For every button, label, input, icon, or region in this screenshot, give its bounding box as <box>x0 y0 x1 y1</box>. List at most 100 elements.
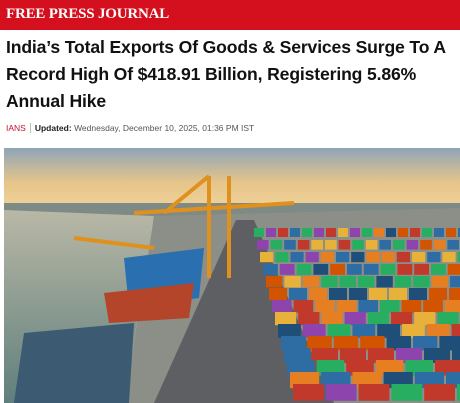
container <box>270 240 283 250</box>
container <box>447 264 460 275</box>
container <box>297 240 310 250</box>
container <box>358 384 390 401</box>
container <box>405 360 433 376</box>
container <box>414 264 429 275</box>
container <box>344 312 366 326</box>
container <box>451 324 460 338</box>
container <box>413 276 430 288</box>
container <box>424 384 455 401</box>
container <box>363 264 379 275</box>
container <box>424 348 450 363</box>
container <box>347 264 362 275</box>
container <box>433 240 446 250</box>
container <box>296 264 312 275</box>
top-bar: FREE PRESS JOURNAL <box>0 0 460 30</box>
container <box>330 264 345 275</box>
container <box>352 240 364 250</box>
container <box>305 252 319 263</box>
logo[interactable]: FREE PRESS JOURNAL <box>6 6 170 22</box>
container <box>360 336 385 351</box>
container <box>366 252 380 263</box>
container <box>315 300 335 313</box>
container <box>321 312 343 326</box>
container <box>358 276 375 288</box>
container <box>281 336 306 351</box>
container <box>336 252 350 263</box>
container <box>452 348 460 363</box>
container <box>287 360 315 376</box>
container <box>444 300 460 313</box>
container <box>254 228 264 237</box>
container <box>368 348 394 363</box>
container <box>338 228 348 237</box>
container <box>320 252 334 263</box>
container <box>314 228 324 237</box>
container <box>398 228 408 237</box>
container <box>351 252 365 263</box>
container <box>327 324 351 338</box>
container <box>278 324 301 338</box>
container <box>380 264 396 275</box>
container <box>263 264 278 275</box>
container <box>313 264 329 275</box>
container <box>309 288 327 300</box>
container <box>350 228 360 237</box>
container <box>447 240 459 250</box>
crane <box>73 174 295 278</box>
container <box>338 240 351 250</box>
container <box>386 336 411 351</box>
container <box>386 228 396 237</box>
container <box>311 240 323 250</box>
updated-label: Updated: <box>34 123 72 133</box>
container <box>391 384 423 401</box>
container <box>426 324 450 338</box>
container <box>434 228 444 237</box>
container <box>457 384 460 401</box>
container <box>257 240 269 250</box>
container <box>284 276 301 288</box>
container <box>369 288 387 300</box>
container <box>439 336 460 351</box>
container <box>362 228 372 237</box>
container <box>429 288 447 300</box>
container <box>422 228 432 237</box>
container <box>396 252 410 263</box>
ship-2 <box>14 323 134 403</box>
container <box>260 252 274 263</box>
container <box>401 300 422 313</box>
container <box>367 312 389 326</box>
source[interactable]: IANS <box>6 123 26 133</box>
separator <box>29 123 31 133</box>
date: Wednesday, December 10, 2025, 01:36 PM I… <box>74 123 255 133</box>
container <box>325 384 357 401</box>
container <box>458 228 460 237</box>
container <box>346 360 374 376</box>
container <box>290 228 300 237</box>
container <box>302 276 320 288</box>
container <box>293 300 314 313</box>
container <box>412 252 426 263</box>
container <box>279 264 295 275</box>
container <box>266 228 276 237</box>
container <box>394 276 412 288</box>
container <box>380 300 400 313</box>
container <box>431 264 446 275</box>
container <box>290 252 304 263</box>
container <box>427 252 441 263</box>
container <box>365 240 378 250</box>
container <box>325 240 337 250</box>
container <box>393 240 405 250</box>
container <box>389 288 407 300</box>
container <box>413 336 438 351</box>
container <box>457 252 460 263</box>
container <box>410 228 420 237</box>
container <box>375 360 404 376</box>
container <box>340 348 366 363</box>
container <box>402 324 425 338</box>
container <box>266 276 283 288</box>
article-photo <box>4 148 460 403</box>
container <box>284 240 296 250</box>
container <box>349 288 367 300</box>
container <box>284 348 310 363</box>
